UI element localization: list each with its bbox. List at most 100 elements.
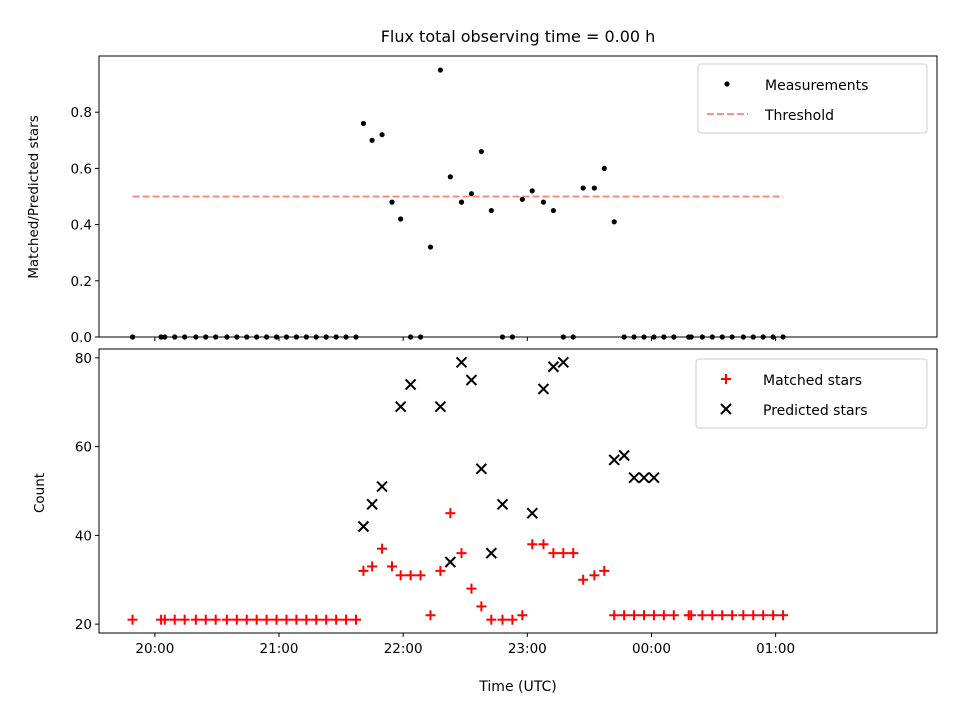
predicted-star-point bbox=[475, 463, 488, 475]
x-ticks-time: 20:00 21:00 22:00 23:00 00:00 01:00 bbox=[135, 633, 795, 657]
y-axis-label-count: Count bbox=[32, 473, 48, 513]
matched-star-point bbox=[538, 539, 549, 550]
matched-star-point bbox=[748, 610, 759, 621]
matched-star-point bbox=[738, 610, 749, 621]
measurement-point bbox=[360, 120, 367, 127]
measurement-point bbox=[580, 185, 586, 191]
y-tick-label-ratio: 0.2 bbox=[71, 274, 92, 290]
predicted-star-point bbox=[485, 547, 498, 559]
predicted-star-point bbox=[557, 356, 570, 369]
measurement-point bbox=[369, 137, 375, 143]
matched-star-point bbox=[231, 614, 242, 625]
matched-star-point bbox=[507, 614, 518, 625]
ratio-panel: Flux total observing time = 0.00 h Match… bbox=[26, 27, 938, 346]
matched-star-point bbox=[159, 614, 170, 625]
y-tick-label-ratio: 0.8 bbox=[71, 105, 92, 121]
matched-star-point bbox=[609, 610, 620, 621]
measurement-point bbox=[611, 219, 617, 225]
x-tick-label: 21:00 bbox=[260, 641, 299, 657]
matched-star-point bbox=[341, 614, 352, 625]
y-tick-label-count: 40 bbox=[75, 528, 92, 544]
matched-star-point bbox=[486, 614, 497, 625]
predicted-star-point bbox=[434, 400, 447, 413]
predicted-star-point bbox=[444, 556, 457, 568]
measurement-point bbox=[398, 216, 404, 222]
matched-star-point bbox=[639, 610, 650, 621]
measurement-point bbox=[437, 67, 444, 73]
measurement-point bbox=[601, 165, 607, 171]
matched-star-point bbox=[350, 614, 361, 625]
matched-star-point bbox=[395, 570, 406, 581]
predicted-star-point bbox=[547, 361, 560, 373]
matched-star-point bbox=[599, 565, 610, 576]
y-tick-label-ratio: 0.6 bbox=[71, 161, 92, 177]
predicted-star-point bbox=[366, 498, 378, 511]
measurement-point bbox=[591, 185, 597, 191]
matched-star-point bbox=[466, 583, 477, 594]
matched-star-point bbox=[435, 565, 446, 576]
legend-box-top bbox=[697, 63, 928, 134]
y-tick-label-count: 60 bbox=[75, 440, 92, 456]
matched-star-point bbox=[768, 610, 779, 621]
matched-star-point bbox=[568, 548, 579, 559]
legend-marker-matched bbox=[721, 374, 731, 384]
measurement-point bbox=[488, 207, 494, 214]
count-marks bbox=[127, 356, 789, 625]
measurement-point bbox=[427, 244, 434, 250]
x-axis-label: Time (UTC) bbox=[478, 679, 556, 695]
matched-star-point bbox=[179, 614, 190, 625]
measurement-point bbox=[478, 148, 484, 155]
matched-star-point bbox=[497, 614, 508, 625]
matched-star-point bbox=[717, 610, 728, 621]
measurement-point bbox=[468, 191, 475, 197]
matched-star-point bbox=[527, 539, 538, 550]
matched-star-point bbox=[221, 614, 232, 625]
matched-star-point bbox=[358, 565, 369, 576]
matched-star-point bbox=[405, 570, 416, 581]
x-tick-label: 01:00 bbox=[756, 641, 795, 657]
matched-star-point bbox=[707, 610, 718, 621]
predicted-star-point bbox=[526, 507, 538, 519]
legend-label-threshold: Threshold bbox=[764, 108, 834, 124]
matched-star-point bbox=[778, 610, 789, 621]
measurement-point bbox=[379, 132, 385, 138]
matched-star-point bbox=[210, 614, 221, 625]
plot-frame-bottom bbox=[98, 348, 938, 634]
legend-label-matched: Matched stars bbox=[763, 373, 862, 389]
predicted-star-point bbox=[496, 498, 509, 511]
legend-label-measurements: Measurements bbox=[765, 78, 868, 94]
measurement-point bbox=[529, 188, 535, 194]
measurement-point bbox=[550, 207, 556, 214]
matched-star-point bbox=[241, 614, 252, 625]
predicted-star-point bbox=[618, 449, 630, 462]
x-tick-label: 23:00 bbox=[508, 641, 547, 657]
matched-star-point bbox=[619, 610, 630, 621]
chart-title: Flux total observing time = 0.00 h bbox=[381, 27, 656, 46]
predicted-star-point bbox=[465, 374, 478, 386]
measurement-point bbox=[540, 199, 547, 205]
y-tick-label-count: 20 bbox=[75, 617, 92, 633]
plot-frame-top bbox=[98, 55, 938, 338]
measurement-point bbox=[458, 199, 465, 205]
matched-star-point bbox=[476, 601, 487, 612]
matched-star-point bbox=[578, 574, 589, 585]
matched-star-point bbox=[648, 610, 659, 621]
predicted-star-point bbox=[404, 378, 417, 391]
matched-star-point bbox=[386, 561, 397, 572]
x-tick-label: 20:00 bbox=[135, 641, 174, 657]
legend-marker-measurements bbox=[724, 81, 730, 87]
matched-star-point bbox=[629, 610, 640, 621]
matched-star-point bbox=[291, 614, 302, 625]
matched-star-point bbox=[127, 614, 138, 625]
matched-star-point bbox=[301, 614, 312, 625]
legend-marker-predicted bbox=[720, 403, 732, 415]
predicted-star-point bbox=[537, 383, 550, 395]
measurement-point bbox=[519, 196, 525, 202]
matched-star-point bbox=[425, 610, 436, 621]
matched-star-point bbox=[281, 614, 292, 625]
matched-star-point bbox=[558, 548, 569, 559]
matched-star-point bbox=[200, 614, 211, 625]
matched-star-point bbox=[311, 614, 322, 625]
predicted-star-point bbox=[648, 471, 660, 484]
